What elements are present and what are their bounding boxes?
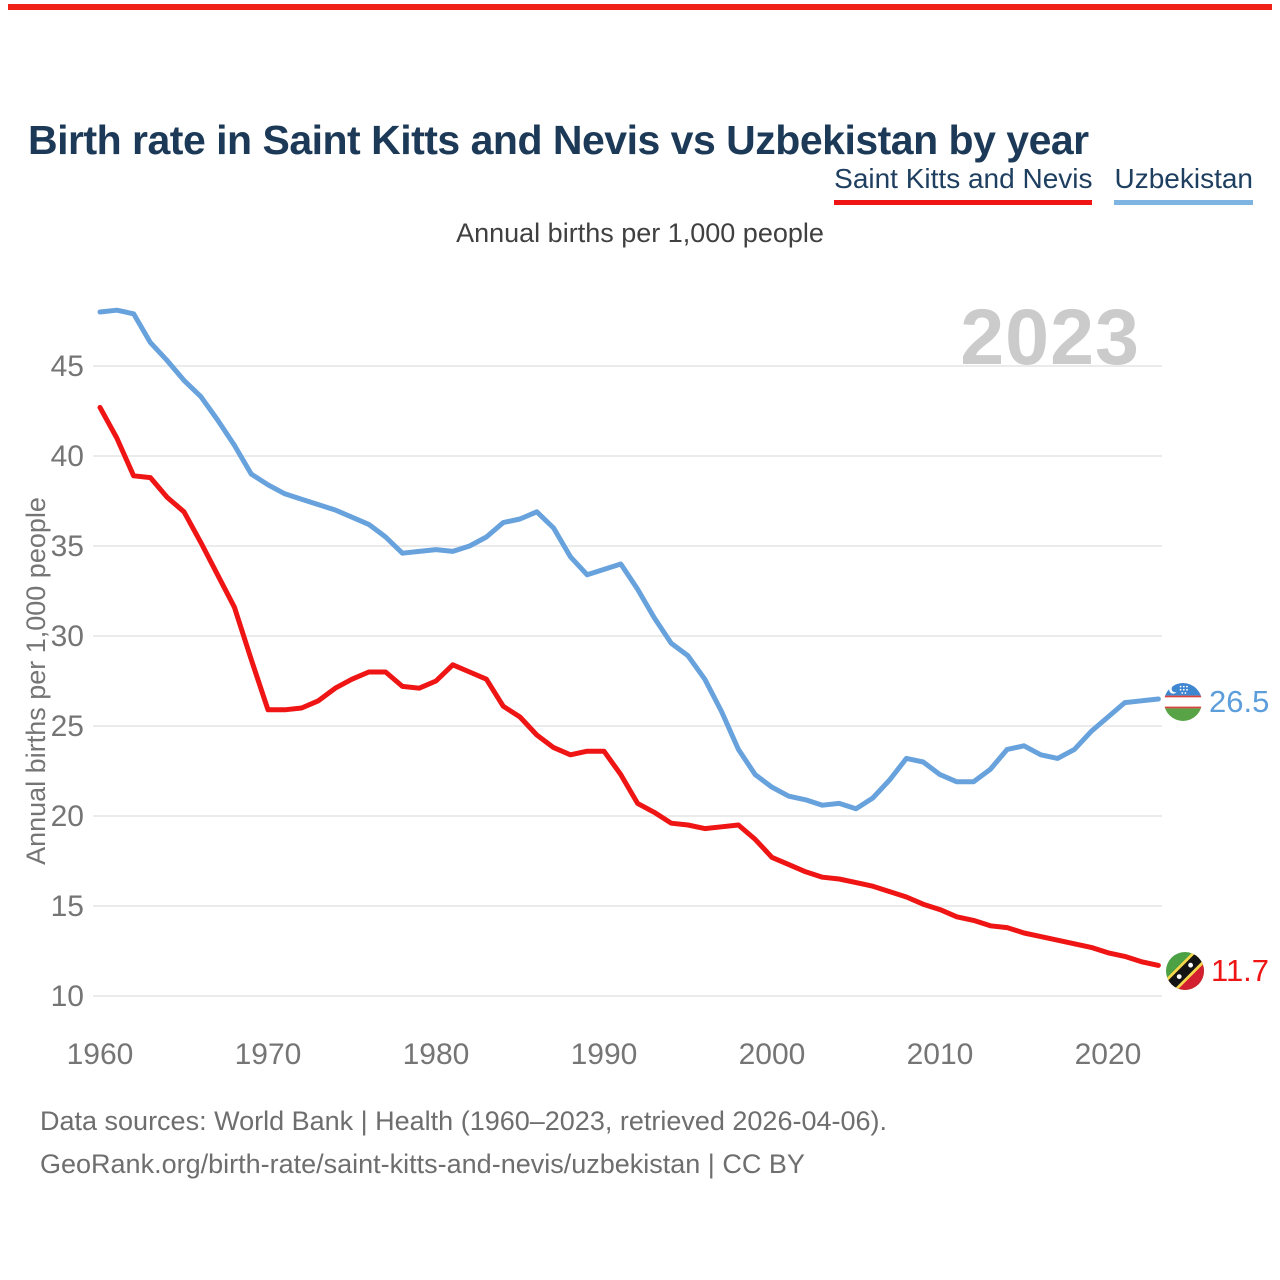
x-tick-label: 1960 [67, 1038, 134, 1071]
legend-item-uzbekistan[interactable]: Uzbekistan [1114, 163, 1253, 205]
y-tick-label: 40 [51, 440, 84, 473]
y-tick-label: 45 [51, 350, 84, 383]
footer-attribution: GeoRank.org/birth-rate/saint-kitts-and-n… [40, 1149, 805, 1179]
x-tick-label: 1970 [235, 1038, 302, 1071]
chart-subtitle: Annual births per 1,000 people [456, 218, 824, 248]
uzbekistan-flag-icon [1164, 683, 1202, 721]
end-label-uzbekistan: 26.5 [1164, 683, 1269, 721]
end-value-saint-kitts-and-nevis: 11.7 [1211, 953, 1270, 988]
series-line-uzbekistan [97, 307, 1161, 812]
y-tick-label: 25 [51, 710, 84, 743]
x-tick-label: 2000 [739, 1038, 806, 1071]
x-tick-label: 1980 [403, 1038, 470, 1071]
line-chart: 10 15 20 25 30 35 40 45 1960 1970 1980 1990 2000 2010… [21, 307, 1162, 1071]
x-tick-label: 1990 [571, 1038, 638, 1071]
footer: Data sources: World Bank | Health (1960–… [40, 1100, 887, 1186]
footer-data-sources: Data sources: World Bank | Health (1960–… [40, 1106, 887, 1136]
y-tick-label: 10 [51, 980, 84, 1013]
end-value-uzbekistan: 26.5 [1209, 684, 1270, 719]
x-tick-label: 2020 [1075, 1038, 1142, 1071]
y-tick-label: 30 [51, 620, 84, 653]
top-accent-bar [8, 4, 1272, 10]
legend-item-saint-kitts-and-nevis[interactable]: Saint Kitts and Nevis [834, 163, 1093, 205]
y-tick-label: 15 [51, 890, 84, 923]
y-tick-label: 35 [51, 530, 84, 563]
page-title: Birth rate in Saint Kitts and Nevis vs U… [28, 117, 1089, 164]
series-line-saint-kitts-and-nevis [97, 404, 1161, 968]
end-label-saint-kitts-and-nevis: 11.7 [1166, 952, 1269, 990]
legend: Saint Kitts and Nevis Uzbekistan [834, 163, 1253, 205]
x-tick-label: 2010 [907, 1038, 974, 1071]
y-tick-label: 20 [51, 800, 84, 833]
y-axis-title: Annual births per 1,000 people [21, 497, 51, 865]
saint-kitts-and-nevis-flag-icon [1166, 952, 1204, 990]
